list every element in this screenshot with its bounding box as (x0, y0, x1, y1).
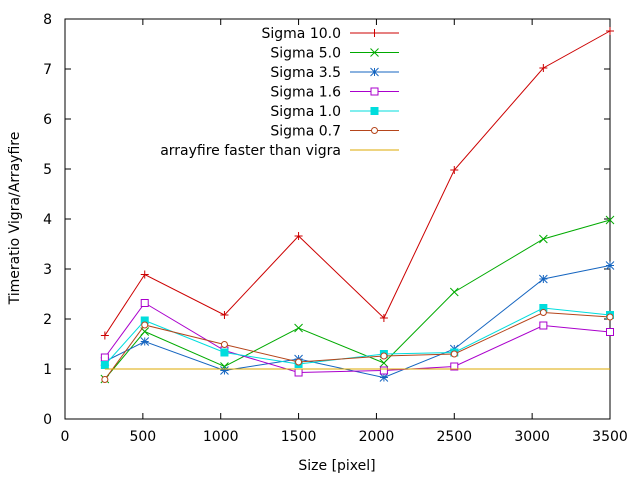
data-point (140, 337, 150, 346)
legend-marker (371, 127, 378, 134)
data-point (220, 348, 229, 357)
data-point (294, 323, 303, 333)
x-tick-label: 3500 (592, 429, 628, 445)
y-tick-label: 4 (43, 212, 52, 228)
x-tick-label: 2000 (359, 429, 395, 445)
x-tick-label: 500 (129, 429, 156, 445)
data-point (450, 166, 459, 174)
legend-marker (370, 29, 379, 37)
y-tick-label: 5 (43, 162, 52, 178)
data-point (100, 331, 109, 340)
y-tick-label: 7 (43, 62, 52, 78)
legend-label: Sigma 1.6 (270, 85, 341, 101)
legend-label: Sigma 3.5 (270, 65, 341, 81)
data-point (141, 321, 149, 329)
x-tick-label: 1000 (203, 429, 239, 445)
x-tick-label: 2500 (436, 429, 472, 445)
data-point (100, 361, 109, 369)
series-2 (100, 261, 615, 382)
data-point (449, 287, 459, 297)
data-point (605, 215, 615, 225)
data-point (606, 313, 614, 321)
legend-label: Sigma 0.7 (270, 124, 341, 140)
series-line (104, 311, 611, 380)
data-point (101, 376, 109, 383)
data-point (220, 311, 229, 319)
series-line (104, 30, 611, 336)
data-point (539, 321, 548, 330)
series-line (104, 265, 611, 379)
axes: 0 500 1000 1500 2000 2500 3000 3500 0 1 2 3 4 5 6 7 8 (43, 12, 628, 445)
data-point (539, 234, 548, 244)
series-layer (100, 27, 615, 384)
x-tick-label: 0 (61, 429, 70, 445)
data-point (450, 362, 459, 371)
x-tick-label: 1500 (281, 429, 317, 445)
data-point (539, 274, 548, 284)
legend-label: Sigma 5.0 (270, 46, 341, 62)
legend-marker (370, 107, 379, 115)
series-5 (101, 309, 614, 383)
data-point (539, 64, 548, 72)
series-line (104, 219, 611, 380)
series-4 (100, 304, 614, 369)
y-tick-label: 8 (43, 12, 52, 28)
data-point (606, 27, 614, 35)
y-tick-label: 6 (43, 112, 52, 128)
data-point (379, 358, 389, 368)
y-tick-label: 1 (43, 362, 52, 378)
data-point (539, 309, 547, 316)
data-point (606, 328, 614, 336)
legend-marker (370, 48, 379, 57)
legend-marker (370, 87, 379, 96)
data-point (220, 366, 229, 375)
legend-label: Sigma 1.0 (270, 104, 341, 120)
legend-marker (370, 67, 379, 77)
legend-label: arrayfire faster than vigra (160, 143, 341, 159)
data-point (379, 373, 389, 382)
data-point (380, 352, 388, 360)
y-tick-label: 0 (43, 412, 52, 428)
x-tick-label: 3000 (514, 429, 550, 445)
data-point (379, 366, 388, 375)
data-point (379, 314, 388, 322)
data-point (140, 299, 149, 307)
data-point (294, 368, 303, 377)
data-point (100, 353, 109, 362)
y-tick-label: 2 (43, 312, 52, 328)
data-point (294, 232, 303, 240)
y-axis-label: Timeratio Vigra/Arrayfire (7, 132, 23, 306)
data-point (220, 341, 228, 348)
series-0 (100, 27, 614, 340)
data-point (450, 350, 458, 358)
legend: Sigma 10.0 Sigma 5.0 Sigma 3.5 Sigma 1.6 Sig… (160, 26, 399, 159)
data-point (605, 261, 615, 270)
data-point (140, 270, 149, 279)
legend-label: Sigma 10.0 (261, 26, 341, 42)
series-line (104, 302, 611, 374)
x-axis-label: Size [pixel] (298, 458, 375, 474)
data-point (295, 358, 303, 366)
y-tick-label: 3 (43, 262, 52, 278)
